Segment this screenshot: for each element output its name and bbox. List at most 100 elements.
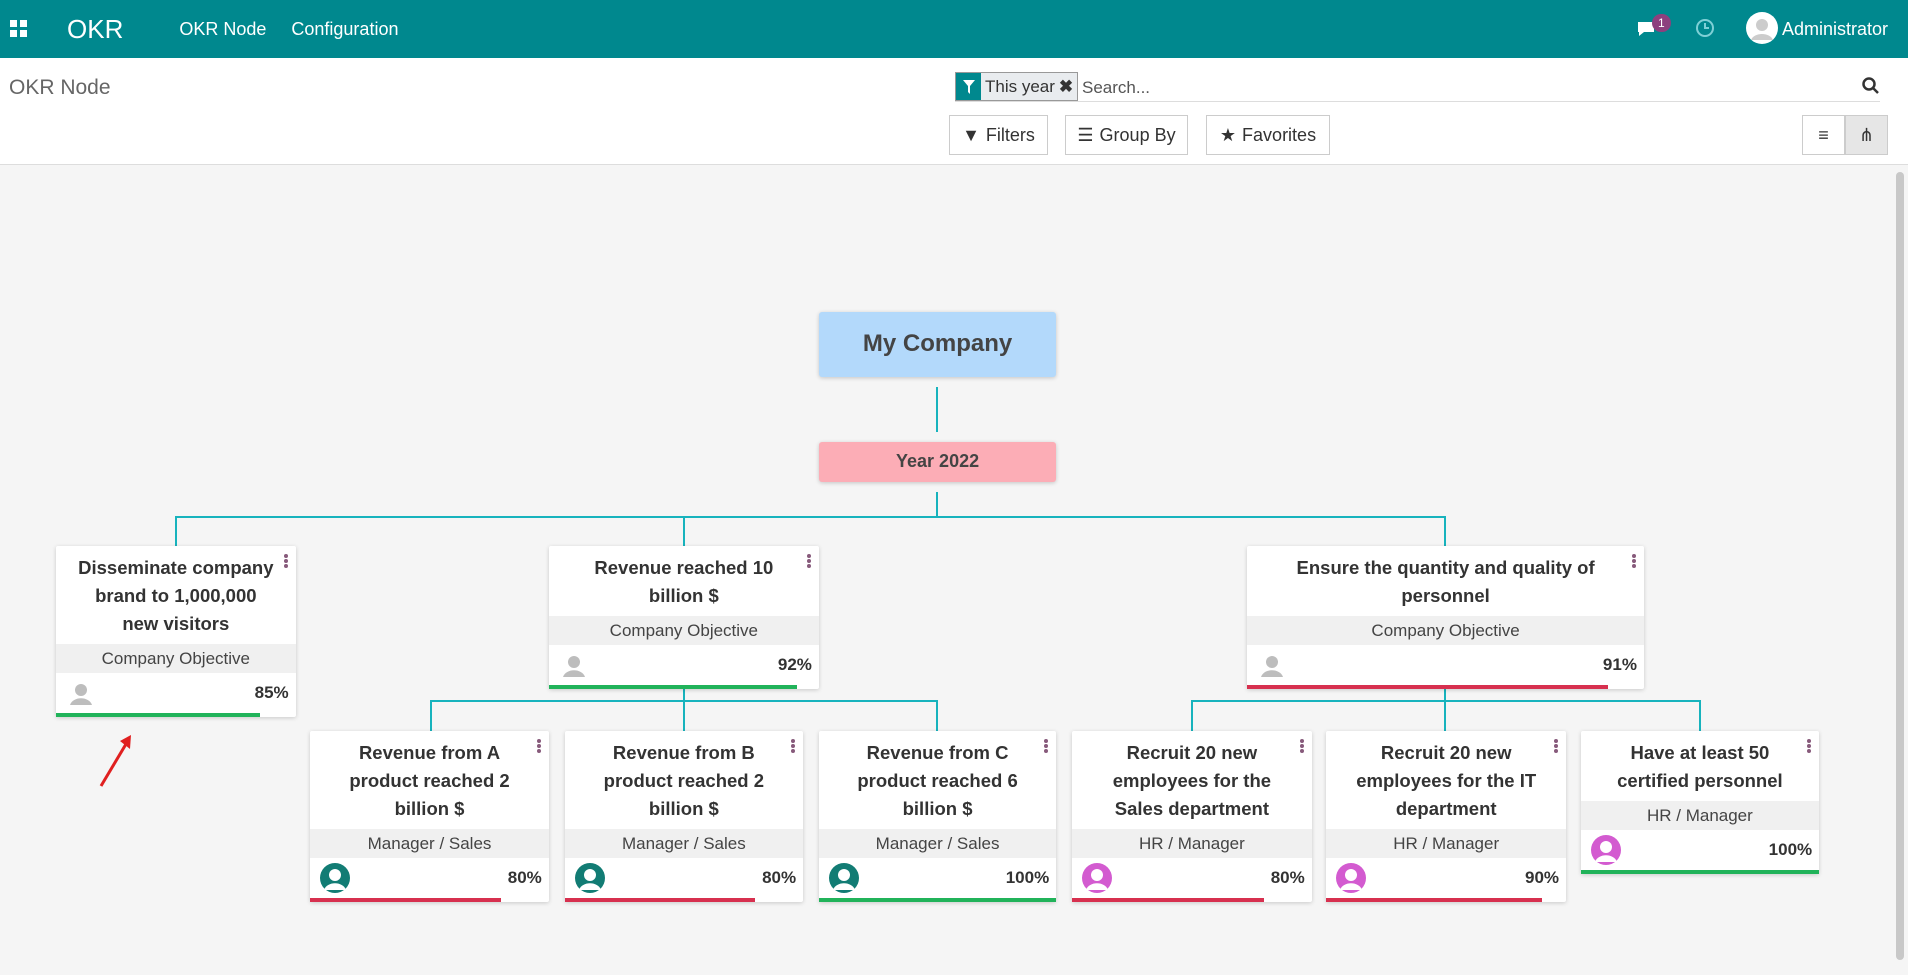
card-subtitle: Manager / Sales (818, 829, 1057, 859)
menu-item[interactable]: Configuration (291, 18, 399, 39)
card-footer: 80% (310, 858, 549, 898)
card-menu[interactable] (536, 739, 541, 754)
user-avatar[interactable] (1746, 12, 1778, 44)
groupby-button[interactable]: ☰ Group By (1065, 115, 1188, 155)
progress-bar (564, 898, 756, 903)
progress-label: 85% (254, 683, 289, 703)
card-footer: 80% (1072, 858, 1312, 898)
progress-label: 80% (762, 868, 797, 888)
card-subtitle: HR / Manager (1326, 829, 1567, 859)
progress-bar (1580, 870, 1820, 875)
messages-icon[interactable] (1636, 19, 1658, 39)
app-name[interactable]: OKR (67, 13, 124, 44)
menu-item[interactable]: OKR Node (179, 18, 267, 39)
search-placeholder: Search... (1082, 78, 1151, 97)
okr-card[interactable]: Revenue from C product reached 6 billion… (818, 731, 1057, 903)
progress-bar (1072, 898, 1264, 903)
card-footer: 80% (565, 858, 804, 898)
user-name[interactable]: Administrator (1782, 18, 1889, 39)
navbar: OKR OKR Node Configuration 1 Administrat… (0, 0, 1908, 58)
card-title: Revenue from C product reached 6 billion… (857, 742, 1018, 820)
card-footer: 85% (56, 673, 296, 713)
notification-badge: 1 (1652, 14, 1671, 32)
progress-bar (818, 898, 1057, 903)
connector (429, 699, 936, 702)
progress-bar (1326, 898, 1543, 903)
card-title: Disseminate company brand to 1,000,000 n… (78, 557, 274, 635)
okr-card[interactable]: Revenue reached 10 billion $ Company Obje… (548, 546, 819, 690)
card-title: Recruit 20 new employees for the Sales d… (1112, 742, 1272, 820)
okr-card[interactable]: Recruit 20 new employees for the IT depa… (1326, 731, 1567, 903)
favorites-button[interactable]: ★ Favorites (1206, 115, 1330, 155)
connector (682, 699, 685, 732)
card-menu[interactable] (1044, 739, 1049, 754)
facet-remove[interactable]: ✖ (1058, 76, 1074, 96)
search-bar[interactable]: This year ✖ Search... (955, 72, 1880, 102)
card-menu[interactable] (1299, 739, 1304, 754)
annotation-arrow (99, 735, 131, 787)
connector (682, 515, 685, 547)
avatar (1261, 656, 1284, 678)
okr-card[interactable]: Recruit 20 new employees for the Sales d… (1072, 731, 1312, 903)
okr-card[interactable]: Ensure the quantity and quality of perso… (1247, 546, 1644, 690)
card-subtitle: HR / Manager (1580, 801, 1820, 831)
root-node: My Company (818, 311, 1057, 378)
avatar (1590, 835, 1621, 866)
card-subtitle: Company Objective (548, 616, 819, 646)
card-footer: 100% (819, 858, 1056, 898)
progress-label: 100% (1005, 868, 1050, 888)
filters-button[interactable]: ▼ Filters (949, 115, 1048, 155)
card-menu[interactable] (283, 554, 288, 569)
card-title: Recruit 20 new employees for the IT depa… (1356, 742, 1537, 820)
card-footer: 90% (1326, 858, 1566, 898)
okr-card[interactable]: Revenue from B product reached 2 billion… (564, 731, 804, 903)
connector (175, 515, 178, 547)
progress-bar (1247, 685, 1609, 690)
search-icon[interactable] (1862, 77, 1880, 95)
apps-icon[interactable] (10, 20, 28, 38)
card-subtitle: Manager / Sales (310, 829, 549, 859)
button-label: Filters (985, 124, 1035, 145)
card-footer: 100% (1581, 830, 1820, 870)
progress-bar (55, 713, 260, 718)
card-menu[interactable] (791, 739, 796, 754)
progress-label: 80% (507, 868, 542, 888)
breadcrumb: OKR Node (9, 76, 111, 99)
activity-icon[interactable] (1695, 18, 1715, 38)
connector (429, 699, 432, 732)
okr-card[interactable]: Revenue from A product reached 2 billion… (310, 731, 549, 903)
scrollbar (1896, 172, 1904, 960)
avatar (828, 863, 859, 894)
list-view-button[interactable]: ≡ (1802, 115, 1845, 155)
card-footer: 92% (549, 645, 819, 685)
okr-card[interactable]: Disseminate company brand to 1,000,000 n… (55, 546, 296, 718)
card-menu[interactable] (1554, 739, 1559, 754)
progress-label: 92% (777, 655, 812, 675)
progress-bar (310, 898, 502, 903)
connector (175, 515, 1445, 518)
tree-view-button[interactable]: ⋔ (1845, 115, 1888, 155)
connector (935, 386, 938, 432)
card-footer: 91% (1247, 645, 1644, 685)
card-subtitle: Manager / Sales (564, 829, 804, 859)
card-title: Ensure the quantity and quality of perso… (1296, 557, 1595, 607)
card-menu[interactable] (806, 554, 811, 569)
card-title: Revenue from A product reached 2 billion… (349, 742, 510, 820)
connector (1444, 699, 1447, 732)
card-subtitle: Company Objective (1247, 616, 1644, 646)
card-title: Revenue reached 10 billion $ (594, 557, 774, 607)
card-title: Revenue from B product reached 2 billion… (603, 742, 765, 820)
facet-label: This year (985, 76, 1055, 96)
avatar (562, 656, 585, 678)
okr-card[interactable]: Have at least 50 certified personnel HR /… (1580, 731, 1820, 875)
facet-icon (956, 73, 981, 100)
card-menu[interactable] (1807, 739, 1812, 754)
card-menu[interactable] (1631, 554, 1636, 569)
connector (1698, 699, 1701, 732)
control-panel: OKR Node This year ✖ Search... ▼ Filters … (0, 58, 1908, 165)
button-label: Group By (1099, 124, 1176, 145)
card-subtitle: Company Objective (55, 644, 296, 674)
connector (935, 699, 938, 732)
progress-label: 90% (1525, 868, 1560, 888)
